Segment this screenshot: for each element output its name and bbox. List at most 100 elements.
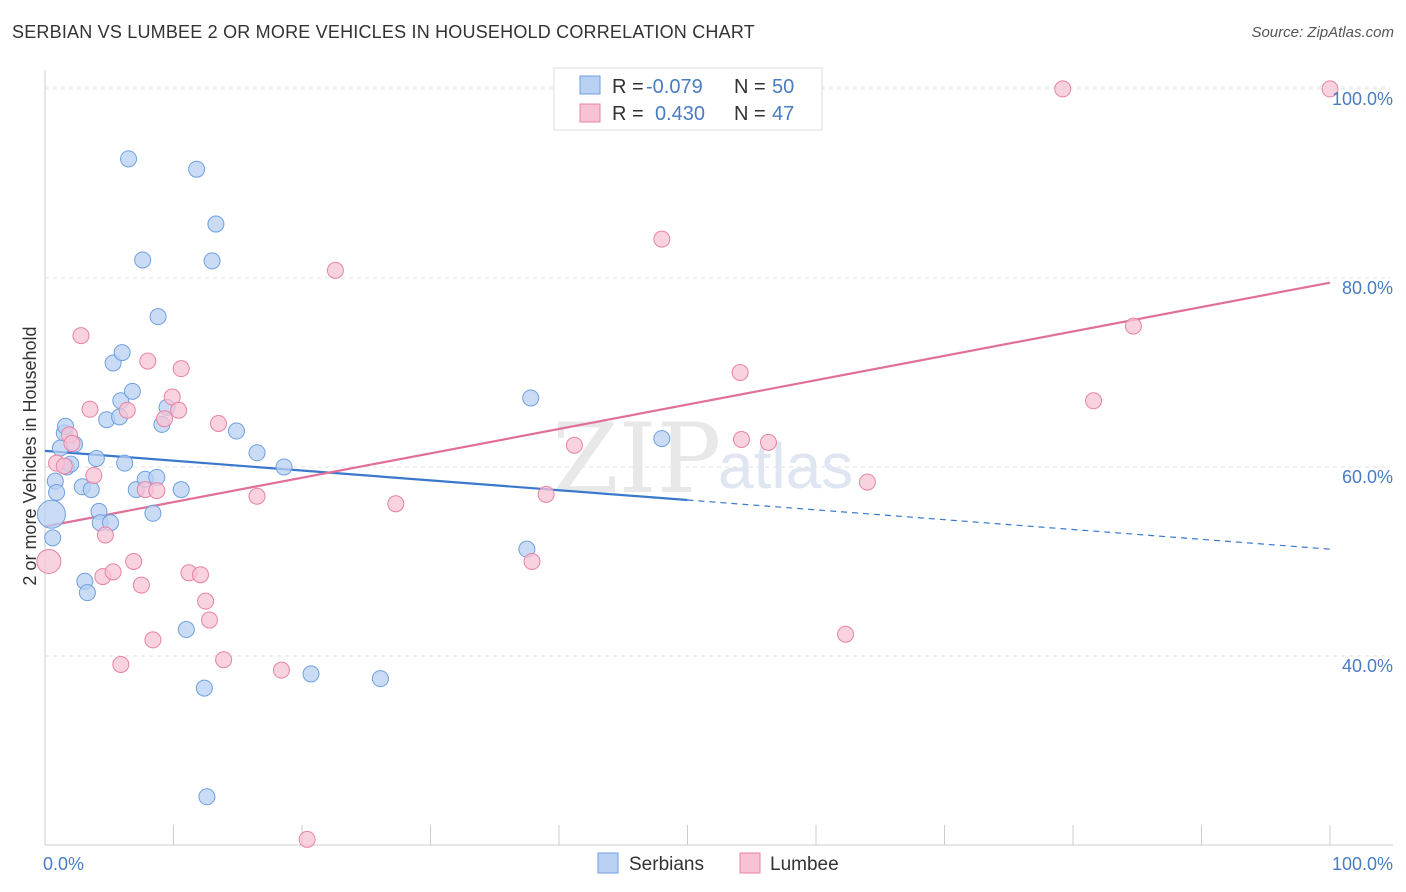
point-lumbee-37: [653, 230, 671, 248]
point-serbians-36: [188, 160, 206, 178]
point-serbians-47: [522, 389, 540, 407]
point-lumbee-19: [156, 410, 174, 428]
point-lumbee-41: [837, 625, 855, 643]
point-lumbee-32: [326, 261, 344, 279]
point-lumbee-22: [172, 360, 190, 378]
x-tick-label-max: 100.0%: [1332, 854, 1393, 874]
watermark-zip: ZIP: [552, 403, 721, 515]
point-serbians-14: [87, 449, 105, 467]
point-lumbee-33: [387, 495, 405, 513]
point-serbians-37: [195, 679, 213, 697]
bottom-legend-swatch-serbians: [597, 852, 619, 874]
point-serbians-35: [177, 621, 195, 639]
point-lumbee-35: [537, 485, 555, 503]
point-serbians-23: [116, 454, 134, 472]
y-axis-label: 2 or more Vehicles in Household: [20, 326, 40, 585]
point-lumbee-27: [209, 414, 227, 432]
y-tick-label-60: 60.0%: [1342, 467, 1393, 487]
axes: [44, 70, 1393, 846]
point-lumbee-7: [85, 466, 103, 484]
y-tick-label-100: 100.0%: [1332, 89, 1393, 109]
trend-line-serbians: [44, 449, 688, 502]
point-serbians-44: [302, 665, 320, 683]
trend-lines: [44, 281, 1331, 550]
point-serbians-45: [371, 670, 389, 688]
point-lumbee-34: [523, 552, 541, 570]
trend-line-lumbee: [44, 281, 1331, 528]
point-lumbee-28: [215, 651, 233, 669]
point-lumbee-31: [298, 830, 316, 848]
legend-n-label-lumbee: N =: [734, 103, 766, 125]
point-lumbee-16: [139, 352, 157, 370]
trend-line-extension-serbians: [687, 499, 1331, 550]
point-lumbee-39: [732, 431, 750, 449]
point-lumbee-24: [191, 566, 209, 584]
point-serbians-41: [227, 422, 245, 440]
legend-swatch-serbians: [579, 75, 601, 95]
data-points: [36, 80, 1339, 848]
point-lumbee-17: [144, 631, 162, 649]
point-serbians-34: [172, 481, 190, 499]
bottom-legend-label-lumbee: Lumbee: [770, 854, 839, 875]
point-lumbee-40: [759, 433, 777, 451]
legend-swatch-lumbee: [579, 103, 601, 123]
point-lumbee-42: [858, 473, 876, 491]
point-lumbee-38: [731, 363, 749, 381]
point-lumbee-2: [55, 457, 73, 475]
point-serbians-48: [653, 430, 671, 448]
point-serbians-27: [134, 251, 152, 269]
legend-n-value-lumbee: 47: [772, 103, 794, 125]
point-serbians-29: [144, 504, 162, 522]
point-lumbee-46: [1321, 80, 1339, 98]
y-tick-label-40: 40.0%: [1342, 656, 1393, 676]
point-lumbee-14: [132, 576, 150, 594]
legend-n-value-serbians: 50: [772, 76, 794, 98]
point-lumbee-30: [272, 661, 290, 679]
point-lumbee-0: [36, 548, 62, 574]
x-tick-label-min: 0.0%: [43, 854, 84, 874]
point-serbians-12: [78, 584, 96, 602]
point-lumbee-44: [1085, 392, 1103, 410]
point-serbians-39: [203, 252, 221, 270]
series-legend: Serbians Lumbee: [597, 852, 839, 875]
point-lumbee-6: [81, 400, 99, 418]
point-serbians-31: [149, 308, 167, 326]
point-serbians-24: [120, 150, 138, 168]
point-lumbee-13: [125, 552, 143, 570]
point-lumbee-21: [170, 401, 188, 419]
point-lumbee-43: [1054, 80, 1072, 98]
point-serbians-13: [82, 481, 100, 499]
point-serbians-42: [248, 444, 266, 462]
point-lumbee-25: [197, 592, 215, 610]
point-serbians-38: [198, 788, 216, 806]
point-serbians-22: [113, 344, 131, 362]
gridlines: [45, 86, 1390, 657]
point-lumbee-11: [112, 655, 130, 673]
legend-r-value-lumbee: 0.430: [655, 103, 705, 125]
point-lumbee-29: [248, 487, 266, 505]
legend-r-label-lumbee: R =: [612, 103, 644, 125]
legend-r-value-serbians: -0.079: [646, 76, 703, 98]
bottom-legend-swatch-lumbee: [739, 852, 761, 874]
point-lumbee-18: [148, 482, 166, 500]
y-tick-label-80: 80.0%: [1342, 278, 1393, 298]
point-serbians-43: [275, 458, 293, 476]
chart-title: SERBIAN VS LUMBEE 2 OR MORE VEHICLES IN …: [12, 22, 755, 42]
point-serbians-1: [44, 529, 62, 547]
correlation-legend: R = -0.079 N = 50 R = 0.430 N = 47: [553, 67, 823, 131]
tick-labels: 40.0% 60.0% 80.0% 100.0% 0.0% 100.0%: [43, 89, 1393, 874]
point-lumbee-10: [104, 563, 122, 581]
point-serbians-40: [207, 215, 225, 233]
point-lumbee-9: [96, 526, 114, 544]
legend-r-label-serbians: R =: [612, 76, 644, 98]
point-lumbee-12: [118, 401, 136, 419]
point-lumbee-5: [72, 327, 90, 345]
legend-n-label-serbians: N =: [734, 76, 766, 98]
point-serbians-3: [48, 483, 66, 501]
point-lumbee-26: [200, 611, 218, 629]
source-credit: Source: ZipAtlas.com: [1251, 24, 1394, 41]
point-lumbee-4: [63, 434, 81, 452]
point-lumbee-36: [565, 436, 583, 454]
bottom-legend-label-serbians: Serbians: [629, 854, 704, 875]
